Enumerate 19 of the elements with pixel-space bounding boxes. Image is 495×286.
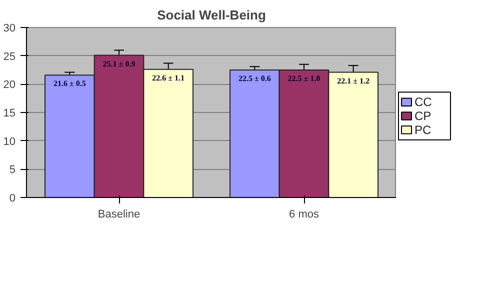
data-label: 21.6 ± 0.5: [53, 79, 86, 88]
y-tick-label: 20: [3, 79, 16, 92]
data-label: 22.6 ± 1.1: [152, 73, 185, 82]
y-tick-label: 30: [3, 22, 16, 34]
data-label: 22.5 ± 0.6: [238, 74, 271, 83]
data-label: 25.1 ± 0.9: [102, 59, 136, 68]
y-tick-label: 10: [3, 136, 16, 148]
y-tick-label: 5: [9, 164, 16, 176]
y-tick-label: 25: [3, 50, 16, 63]
data-label: 22.5 ± 1.0: [288, 74, 320, 83]
legend-label: PC: [414, 122, 432, 137]
chart-title: Social Well-Being: [157, 8, 266, 22]
legend-label: CC: [414, 95, 432, 110]
x-tick-label: Baseline: [98, 208, 140, 220]
y-tick-label: 0: [9, 192, 16, 204]
data-label: 22.1 ± 1.2: [337, 76, 370, 86]
x-tick-label: 6 mos: [289, 208, 320, 220]
legend-label: CP: [414, 109, 432, 123]
y-tick-label: 15: [3, 108, 16, 120]
